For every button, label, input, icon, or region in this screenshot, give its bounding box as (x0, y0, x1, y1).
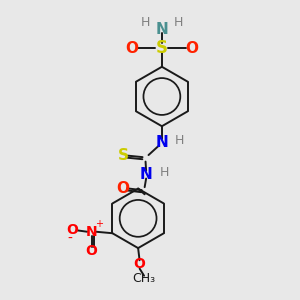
Text: N: N (140, 167, 152, 182)
Text: O: O (66, 223, 78, 237)
Text: CH₃: CH₃ (133, 272, 156, 285)
Text: O: O (126, 41, 139, 56)
Text: -: - (68, 232, 72, 246)
Text: S: S (156, 39, 168, 57)
Text: H: H (159, 167, 169, 179)
Text: N: N (155, 22, 168, 37)
Text: H: H (173, 16, 183, 29)
Text: +: + (95, 219, 103, 229)
Text: O: O (134, 257, 146, 272)
Text: O: O (85, 244, 98, 258)
Text: N: N (155, 135, 168, 150)
Text: S: S (118, 148, 129, 163)
Text: H: H (175, 134, 184, 147)
Text: O: O (185, 41, 198, 56)
Text: O: O (116, 181, 129, 196)
Text: H: H (141, 16, 150, 29)
Text: N: N (86, 225, 98, 239)
